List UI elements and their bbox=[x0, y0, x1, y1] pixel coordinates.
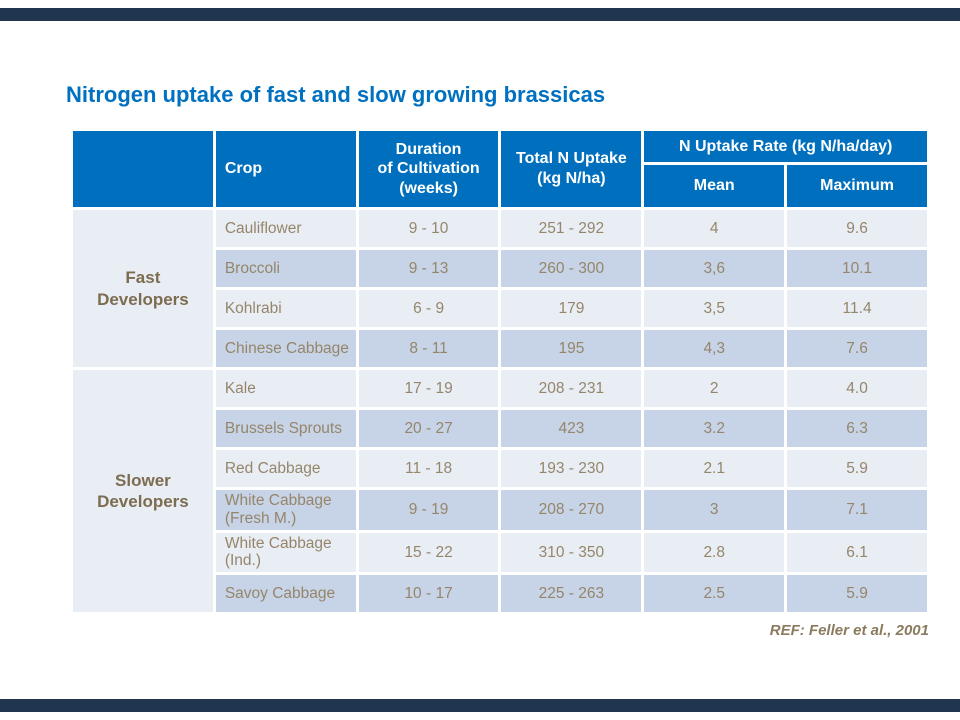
top-accent-bar bbox=[0, 8, 960, 21]
maximum-cell: 4.0 bbox=[787, 370, 927, 407]
crop-cell: Cauliflower bbox=[215, 210, 356, 247]
maximum-cell: 7.1 bbox=[787, 490, 927, 530]
page-title: Nitrogen uptake of fast and slow growing… bbox=[66, 82, 606, 107]
table-row: White Cabbage (Fresh M.) 9 - 19 208 - 27… bbox=[73, 490, 927, 530]
mean-cell: 4 bbox=[644, 210, 785, 247]
total-cell: 208 - 270 bbox=[501, 490, 642, 530]
table-row: Chinese Cabbage 8 - 11 195 4,3 7.6 bbox=[73, 330, 927, 367]
duration-cell: 8 - 11 bbox=[358, 330, 499, 367]
mean-cell: 2.1 bbox=[644, 450, 785, 487]
total-cell: 208 - 231 bbox=[501, 370, 642, 407]
header-duration: Duration of Cultivation (weeks) bbox=[358, 131, 499, 207]
crop-cell: Brussels Sprouts bbox=[215, 410, 356, 447]
maximum-cell: 11.4 bbox=[787, 290, 927, 327]
duration-cell: 9 - 19 bbox=[358, 490, 499, 530]
mean-cell: 2.8 bbox=[644, 532, 785, 573]
table-row: Kohlrabi 6 - 9 179 3,5 11.4 bbox=[73, 290, 927, 327]
duration-cell: 10 - 17 bbox=[358, 575, 499, 613]
duration-cell: 6 - 9 bbox=[358, 290, 499, 327]
total-cell: 225 - 263 bbox=[501, 575, 642, 613]
table-header-row-1: Crop Duration of Cultivation (weeks) Tot… bbox=[73, 131, 927, 207]
header-total-n: Total N Uptake (kg N/ha) bbox=[501, 131, 642, 207]
header-duration-line1: Duration bbox=[395, 140, 462, 158]
maximum-cell: 6.1 bbox=[787, 532, 927, 573]
crop-cell: Kale bbox=[215, 370, 356, 407]
header-total-line2: (kg N/ha) bbox=[537, 170, 606, 187]
maximum-cell: 6.3 bbox=[787, 410, 927, 447]
crop-cell: White Cabbage (Ind.) bbox=[215, 532, 356, 573]
total-cell: 195 bbox=[501, 330, 642, 367]
total-cell: 423 bbox=[501, 410, 642, 447]
mean-cell: 3,5 bbox=[644, 290, 785, 327]
total-cell: 251 - 292 bbox=[501, 210, 642, 247]
header-total-line1: Total N Uptake bbox=[515, 150, 627, 168]
table-header-row-2: Mean Maximum bbox=[73, 165, 927, 207]
bottom-accent-bar bbox=[0, 699, 960, 712]
mean-cell: 3.2 bbox=[644, 410, 785, 447]
duration-cell: 20 - 27 bbox=[358, 410, 499, 447]
total-cell: 260 - 300 bbox=[501, 250, 642, 287]
duration-cell: 15 - 22 bbox=[358, 532, 499, 573]
mean-cell: 3,6 bbox=[644, 250, 785, 287]
table-row: Brussels Sprouts 20 - 27 423 3.2 6.3 bbox=[73, 410, 927, 447]
table-row: Slower Developers Kale 17 - 19 208 - 231… bbox=[73, 370, 927, 613]
crop-cell: Savoy Cabbage bbox=[215, 575, 356, 613]
crop-cell: Kohlrabi bbox=[215, 290, 356, 327]
maximum-cell: 5.9 bbox=[787, 575, 927, 613]
maximum-cell: 9.6 bbox=[787, 210, 927, 247]
crop-cell: Chinese Cabbage bbox=[215, 330, 356, 367]
mean-cell: 3 bbox=[644, 490, 785, 530]
mean-cell: 4,3 bbox=[644, 330, 785, 367]
maximum-cell: 5.9 bbox=[787, 450, 927, 487]
header-uptake-rate: N Uptake Rate (kg N/ha/day) bbox=[644, 131, 927, 162]
duration-cell: 9 - 10 bbox=[358, 210, 499, 247]
duration-cell: 17 - 19 bbox=[358, 370, 499, 407]
duration-cell: 11 - 18 bbox=[358, 450, 499, 487]
crop-cell: Broccoli bbox=[215, 250, 356, 287]
crop-cell: Red Cabbage bbox=[215, 450, 356, 487]
table-row: White Cabbage (Ind.) 15 - 22 310 - 350 2… bbox=[73, 532, 927, 573]
header-empty-cell bbox=[73, 131, 213, 207]
total-cell: 193 - 230 bbox=[501, 450, 642, 487]
crop-cell: White Cabbage (Fresh M.) bbox=[215, 490, 356, 530]
group-label-cell-fast: Fast Developers bbox=[73, 210, 213, 367]
maximum-cell: 7.6 bbox=[787, 330, 927, 367]
maximum-cell: 10.1 bbox=[787, 250, 927, 287]
header-maximum: Maximum bbox=[787, 165, 927, 207]
nitrogen-uptake-table: Crop Duration of Cultivation (weeks) Tot… bbox=[70, 128, 930, 615]
total-cell: 310 - 350 bbox=[501, 532, 642, 573]
mean-cell: 2 bbox=[644, 370, 785, 407]
table-row: Fast Developers Cauliflower 9 - 10 251 -… bbox=[73, 210, 927, 367]
header-mean: Mean bbox=[644, 165, 785, 207]
table-row: Red Cabbage 11 - 18 193 - 230 2.1 5.9 bbox=[73, 450, 927, 487]
header-crop: Crop bbox=[215, 131, 356, 207]
table-row: Savoy Cabbage 10 - 17 225 - 263 2.5 5.9 bbox=[73, 575, 927, 613]
mean-cell: 2.5 bbox=[644, 575, 785, 613]
reference-text: REF: Feller et al., 2001 bbox=[769, 622, 929, 639]
header-duration-line2: of Cultivation (weeks) bbox=[377, 160, 480, 197]
group-label-cell-slower: Slower Developers bbox=[73, 370, 213, 613]
duration-cell: 9 - 13 bbox=[358, 250, 499, 287]
table-row: Broccoli 9 - 13 260 - 300 3,6 10.1 bbox=[73, 250, 927, 287]
total-cell: 179 bbox=[501, 290, 642, 327]
